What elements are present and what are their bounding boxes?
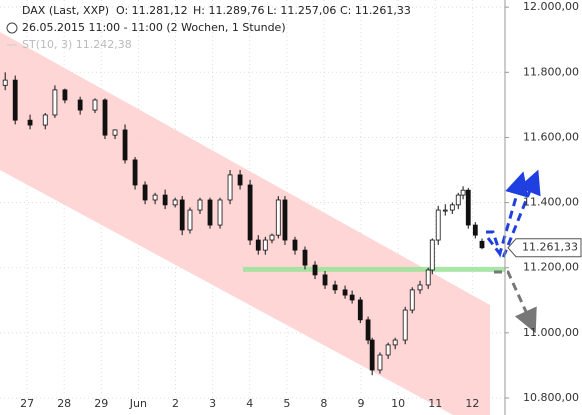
candle-body: [342, 289, 348, 296]
candle-body: [132, 159, 138, 186]
x-tick-label: 11: [428, 397, 442, 410]
candle-body: [179, 199, 185, 231]
candle-body: [262, 239, 268, 251]
candle-body: [162, 194, 168, 206]
y-tick-label: 10.800,00: [523, 391, 579, 404]
y-tick-label: 11.600,00: [523, 130, 579, 143]
candle-body: [425, 269, 431, 286]
x-tick-label: 5: [283, 397, 290, 410]
x-tick-label: 2: [172, 397, 179, 410]
candle-body: [247, 184, 253, 241]
candle-body: [102, 99, 108, 136]
ohlc-open: O: 11.281,12: [116, 4, 188, 17]
candle-body: [62, 89, 68, 101]
candle-body: [460, 189, 466, 196]
candle-body: [207, 199, 213, 226]
x-tick-label: Jun: [129, 397, 147, 410]
x-tick-label: 8: [320, 397, 327, 410]
last-price-box: [507, 238, 582, 258]
candle-body: [52, 89, 58, 116]
candle-body: [92, 99, 98, 111]
candle-body: [197, 199, 203, 211]
ohlc-high: H: 11.289,76: [193, 4, 264, 17]
clock-icon: [6, 22, 18, 34]
up-arrow: [486, 169, 541, 262]
candle-body: [442, 209, 448, 212]
candle-body: [172, 199, 178, 206]
candle-body: [455, 194, 461, 206]
candle-body: [402, 309, 408, 341]
candle-body: [385, 344, 391, 356]
candle-body: [282, 199, 288, 241]
ohlc-low: L: 11.257,06: [267, 4, 336, 17]
candle-body: [472, 224, 478, 236]
indicator: ST(10, 3) 11.242,38: [22, 38, 132, 51]
candle-body: [12, 79, 18, 121]
candle-body: [377, 354, 383, 371]
candle-body: [357, 299, 363, 321]
x-tick-label: 3: [209, 397, 216, 410]
marks: [2, 72, 505, 376]
candle-body: [269, 234, 275, 241]
candle-body: [435, 209, 441, 241]
trend-channel: [0, 32, 490, 415]
candle-body: [302, 249, 308, 266]
candle-body: [392, 339, 398, 346]
y-tick-label: 11.000,00: [523, 326, 579, 339]
y-tick-label: 11.800,00: [523, 65, 579, 78]
x-tick-label: 9: [358, 397, 365, 410]
candle-body: [255, 239, 261, 251]
x-tick-label: 4: [246, 397, 253, 410]
candle-body: [312, 264, 318, 276]
candle-body: [152, 194, 158, 201]
candle-body: [227, 174, 233, 201]
ohlc-close: C: 11.261,33: [340, 4, 411, 17]
y-tick-label: 12.000,00: [523, 0, 579, 13]
candle-body: [409, 289, 415, 311]
candle-body: [142, 184, 148, 201]
x-tick-label: 27: [20, 397, 34, 410]
period: 26.05.2015 11:00 - 11:00 (2 Wochen, 1 St…: [22, 21, 286, 34]
down-arrow: [494, 270, 537, 334]
candle-body: [465, 189, 471, 226]
up-arrow: [486, 171, 529, 259]
instrument: DAX (Last, XXP): [22, 4, 109, 17]
candle-body: [322, 274, 328, 286]
x-tick-label: 10: [391, 397, 405, 410]
candle-body: [349, 294, 355, 301]
y-tick-label: 11.200,00: [523, 261, 579, 274]
candle-body: [332, 284, 338, 291]
candle-body: [42, 114, 48, 126]
candle-body: [275, 199, 281, 236]
candle-body: [292, 239, 298, 251]
last-price-label: 11.261,33: [522, 241, 578, 254]
candle-body: [2, 79, 8, 86]
candle-body: [369, 339, 375, 371]
candle-body: [77, 99, 83, 111]
x-tick-label: 29: [94, 397, 108, 410]
candle-body: [449, 204, 455, 211]
candle-body: [217, 199, 223, 226]
candle-body: [27, 119, 33, 126]
candle-body: [187, 209, 193, 231]
x-tick-label: 12: [465, 397, 479, 410]
candle-body: [112, 129, 118, 136]
x-tick-label: 28: [57, 397, 71, 410]
candle-body: [122, 129, 128, 161]
candle-body: [365, 319, 371, 341]
candle-body: [429, 239, 435, 271]
y-tick-label: 11.400,00: [523, 196, 579, 209]
candle-body: [417, 284, 423, 291]
candle-body: [237, 174, 243, 186]
candle-body: [479, 240, 485, 249]
